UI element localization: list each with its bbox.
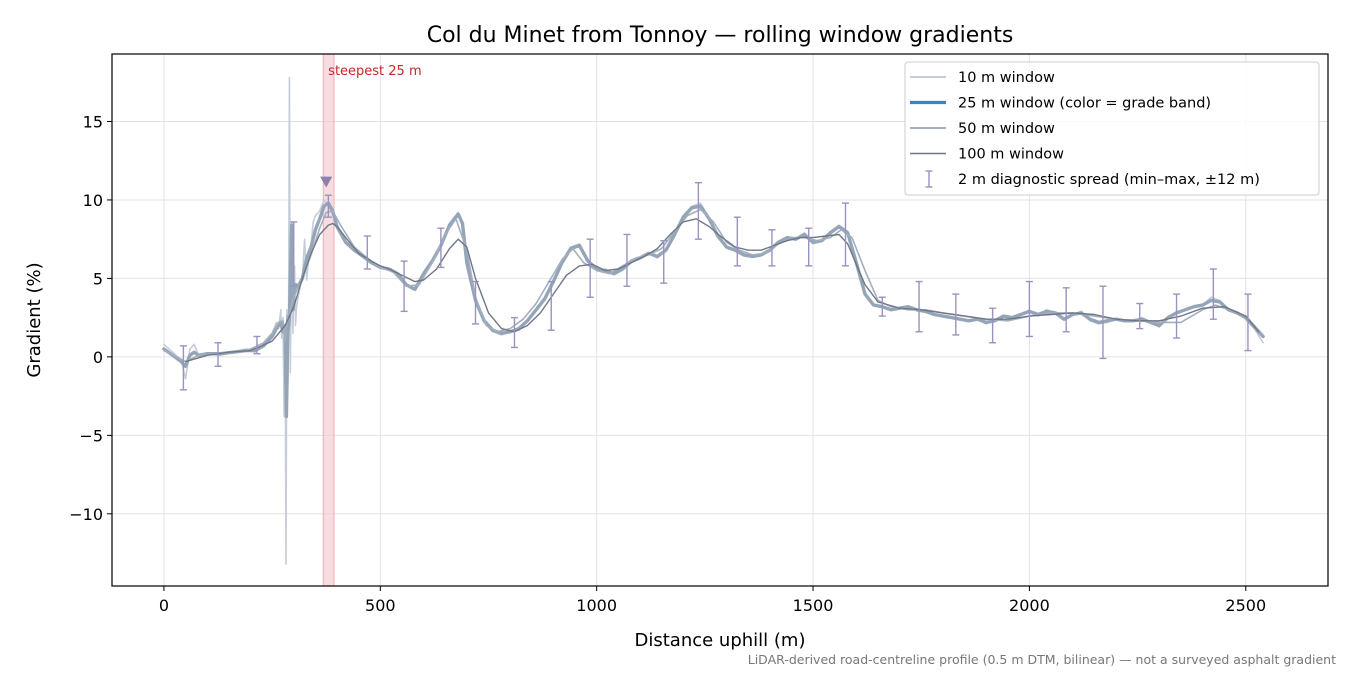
y-tick-label: −5	[79, 426, 103, 445]
data-source-note: LiDAR-derived road-centreline profile (0…	[748, 652, 1336, 667]
chart-title: Col du Minet from Tonnoy — rolling windo…	[427, 23, 1014, 48]
y-tick-label: 0	[93, 348, 103, 367]
legend: 10 m window 25 m window (color = grade ba…	[904, 61, 1320, 196]
y-tick-label: 10	[83, 191, 103, 210]
series-line-100m	[184, 218, 1260, 363]
x-axis-ticks: 0 500 1000 1500 2000 2500	[159, 586, 1266, 615]
legend-box	[904, 61, 1320, 196]
legend-item-50m: 50 m window	[910, 121, 1055, 137]
steepest-band	[322, 53, 335, 587]
steepest-marker	[320, 176, 333, 188]
legend-label: 2 m diagnostic spread (min–max, ±12 m)	[958, 172, 1260, 188]
legend-item-10m: 10 m window	[910, 70, 1055, 86]
overlay-layer: steepest 25 m	[320, 64, 422, 188]
x-tick-label: 2500	[1225, 596, 1266, 615]
x-tick-label: 1000	[576, 596, 617, 615]
y-tick-label: −10	[69, 505, 103, 524]
legend-label: 10 m window	[958, 70, 1055, 86]
legend-label: 100 m window	[958, 147, 1064, 163]
steepest-label: steepest 25 m	[328, 64, 421, 79]
steepest-band-layer	[322, 53, 335, 587]
x-tick-label: 2000	[1009, 596, 1050, 615]
x-axis-label: Distance uphill (m)	[635, 630, 806, 651]
errorbar-group	[179, 181, 1252, 391]
legend-label: 25 m window (color = grade band)	[958, 96, 1211, 112]
y-axis-ticks: −10 −5 0 5 10 15	[69, 112, 112, 524]
x-tick-label: 0	[159, 596, 169, 615]
y-tick-label: 5	[93, 269, 103, 288]
legend-item-errorbar: 2 m diagnostic spread (min–max, ±12 m)	[925, 170, 1260, 188]
legend-label: 50 m window	[958, 121, 1055, 137]
legend-item-100m: 100 m window	[910, 147, 1064, 163]
y-axis-label: Gradient (%)	[24, 262, 45, 377]
x-tick-label: 1500	[793, 596, 834, 615]
y-tick-label: 15	[83, 112, 103, 131]
plot-frame	[111, 53, 1329, 587]
legend-item-25m: 25 m window (color = grade band)	[910, 96, 1211, 112]
x-tick-label: 500	[365, 596, 396, 615]
